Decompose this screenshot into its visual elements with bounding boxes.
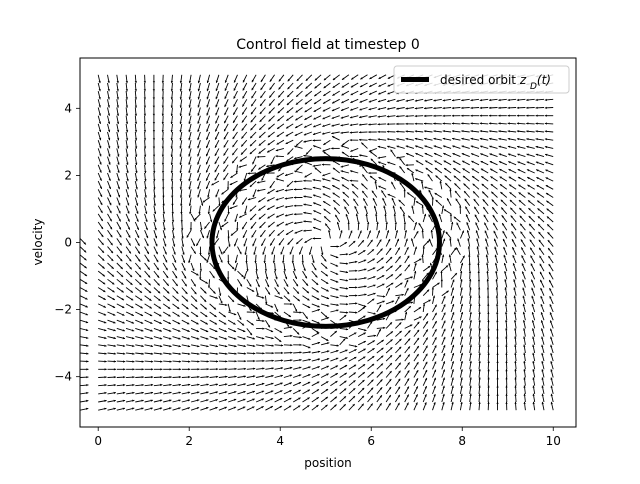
x-tick-label: 8 (458, 434, 466, 448)
chart-title: Control field at timestep 0 (236, 37, 420, 53)
y-tick-label: −2 (54, 303, 72, 317)
y-tick-label: 2 (64, 168, 72, 182)
x-axis-label: position (304, 456, 352, 470)
y-tick-label: −4 (54, 370, 72, 384)
legend: desired orbit z D(t) (394, 66, 569, 93)
y-tick-label: 4 (64, 101, 72, 115)
y-tick-label: 0 (64, 236, 72, 250)
x-tick-label: 2 (185, 434, 193, 448)
y-axis-label: velocity (31, 219, 45, 266)
x-tick-label: 10 (546, 434, 561, 448)
x-tick-label: 6 (367, 434, 375, 448)
x-tick-label: 4 (276, 434, 284, 448)
x-tick-label: 0 (94, 434, 102, 448)
